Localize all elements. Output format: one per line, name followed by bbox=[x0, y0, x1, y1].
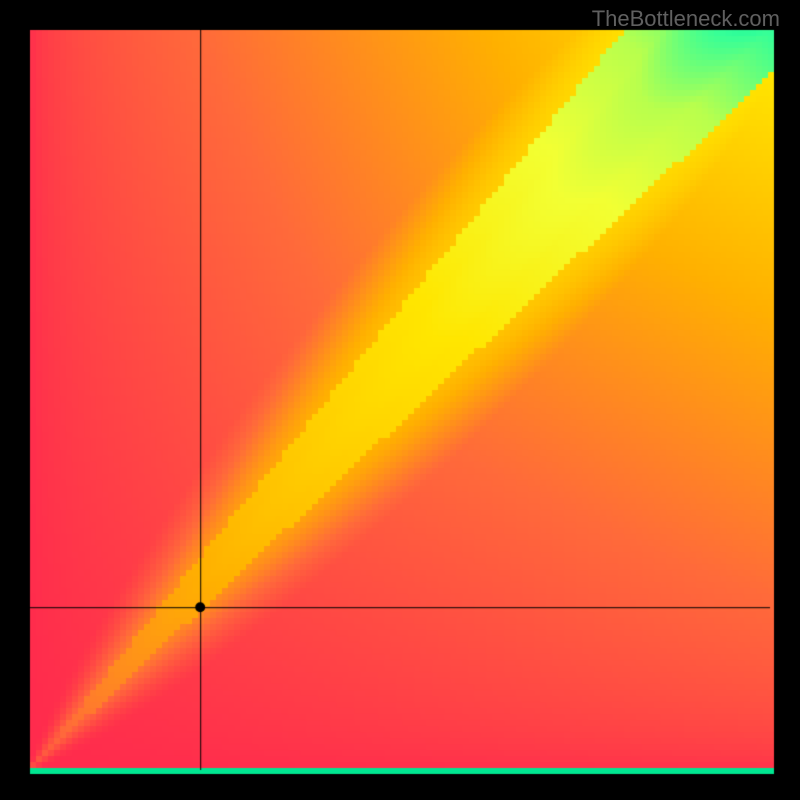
heatmap-canvas bbox=[0, 0, 800, 800]
chart-container: TheBottleneck.com bbox=[0, 0, 800, 800]
